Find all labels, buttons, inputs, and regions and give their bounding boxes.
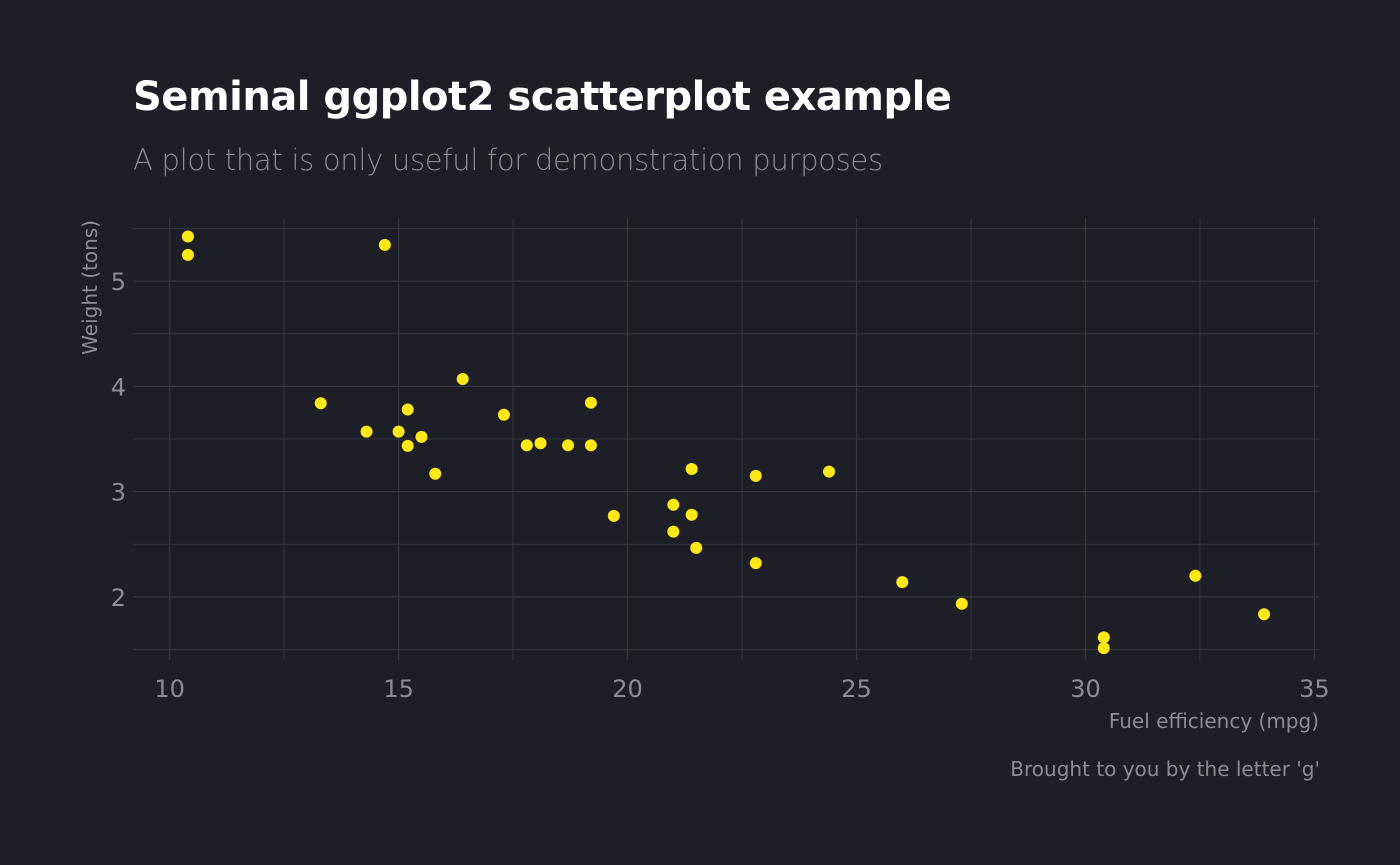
data-point [392,425,405,438]
data-point [401,403,414,416]
data-point [181,248,194,261]
data-point [456,373,469,386]
data-point [429,467,442,480]
chart-subtitle: A plot that is only useful for demonstra… [133,143,883,177]
y-tick-label: 5 [111,268,126,296]
data-point [685,462,698,475]
data-point [955,597,968,610]
major-gridlines [133,218,1319,660]
data-point [1258,608,1271,621]
data-point [667,525,680,538]
data-point [314,397,327,410]
data-point [607,509,620,522]
data-point [181,230,194,243]
data-points [181,230,1271,655]
chart-caption: Brought to you by the letter 'g' [1010,757,1320,781]
x-axis-title: Fuel efficiency (mpg) [1109,709,1319,733]
data-point [1097,642,1110,655]
data-point [685,508,698,521]
data-point [562,439,575,452]
y-axis-ticks: 2 3 4 5 [111,268,126,612]
y-axis-title: Weight (tons) [78,220,102,355]
x-axis-ticks: 10 15 20 25 30 35 [154,675,1329,703]
y-tick-label: 4 [111,373,126,401]
data-point [584,439,597,452]
data-point [415,430,428,443]
data-point [1189,569,1202,582]
data-point [584,396,597,409]
data-point [401,439,414,452]
y-tick-label: 2 [111,584,126,612]
data-point [749,469,762,482]
minor-gridlines [133,218,1319,660]
data-point [667,498,680,511]
data-point [690,541,703,554]
data-point [534,437,547,450]
x-tick-label: 30 [1070,675,1101,703]
chart-title: Seminal ggplot2 scatterplot example [133,74,952,120]
x-tick-label: 25 [841,675,872,703]
data-point [520,439,533,452]
x-tick-label: 20 [612,675,643,703]
x-tick-label: 15 [383,675,414,703]
x-tick-label: 35 [1299,675,1330,703]
y-tick-label: 3 [111,479,126,507]
data-point [497,408,510,421]
data-point [360,425,373,438]
data-point [896,576,909,589]
data-point [823,465,836,478]
data-point [378,238,391,251]
data-point [1097,631,1110,644]
x-tick-label: 10 [154,675,185,703]
data-point [749,557,762,570]
